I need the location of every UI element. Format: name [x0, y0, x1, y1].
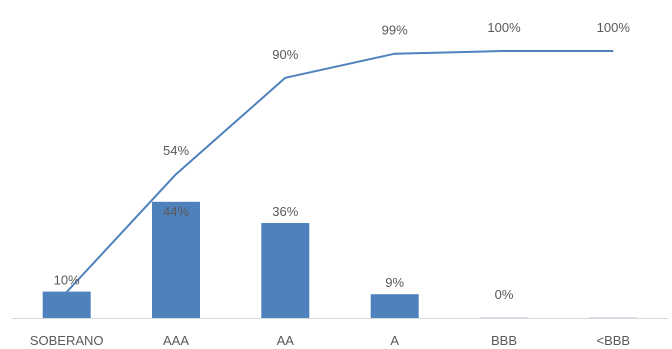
bar-data-label: 36%	[272, 204, 298, 219]
x-tick-labels: SOBERANO AAA AA A BBB <BBB	[30, 333, 630, 348]
x-tick-label: <BBB	[596, 333, 630, 348]
bar-aa	[261, 223, 310, 318]
bar-data-label: 0%	[495, 287, 514, 302]
cumulative-line-series	[65, 50, 614, 293]
x-tick-label: BBB	[491, 333, 517, 348]
x-tick-label: AA	[277, 333, 295, 348]
line-data-label: 100%	[487, 20, 521, 35]
x-tick-label: SOBERANO	[30, 333, 104, 348]
bar-data-label: 44%	[163, 204, 189, 219]
bar-data-label: 10%	[54, 273, 80, 288]
line-data-labels: 54% 90% 99% 100% 100%	[163, 20, 630, 158]
bar-data-labels: 10% 44% 36% 9% 0%	[54, 204, 514, 302]
bar-bbb	[589, 317, 638, 318]
x-tick-label: AAA	[163, 333, 189, 348]
bar-a	[370, 294, 419, 318]
cumulative-line	[65, 50, 614, 293]
bar-series	[42, 201, 638, 318]
bar-soberano	[42, 291, 91, 318]
bar-bbb	[480, 317, 528, 318]
line-data-label: 90%	[272, 47, 298, 62]
bar-aaa	[152, 201, 200, 318]
bar-data-label: 9%	[385, 275, 404, 290]
line-data-label: 54%	[163, 143, 189, 158]
x-tick-label: A	[390, 333, 399, 348]
line-data-label: 99%	[382, 23, 408, 38]
line-data-label: 100%	[597, 20, 631, 35]
